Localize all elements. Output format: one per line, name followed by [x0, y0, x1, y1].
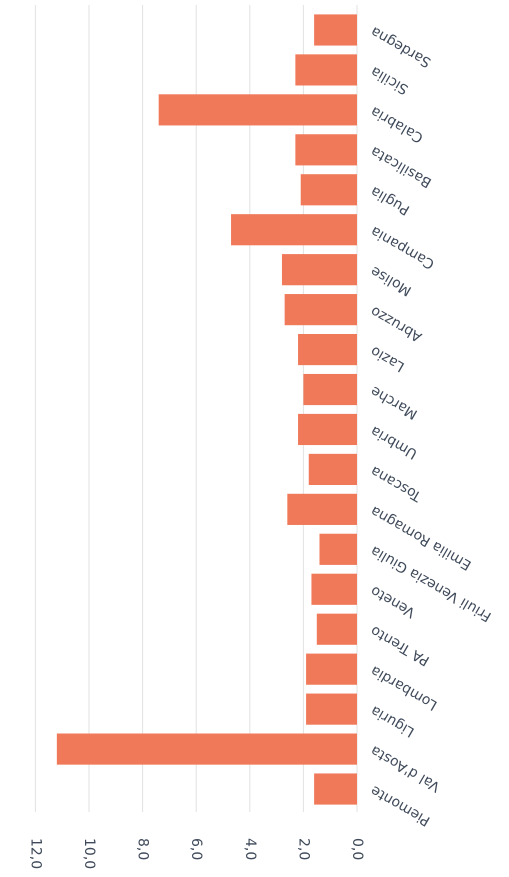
axis-tick-label: 0,0: [349, 838, 365, 860]
bar: [287, 493, 357, 525]
category-label: Marche: [368, 383, 420, 423]
category-label: Lazio: [368, 343, 407, 375]
gridlines: [34, 5, 358, 812]
category-label: Puglia: [368, 183, 413, 218]
axis-tick-label: 4,0: [242, 838, 258, 860]
axis-tick-label: 8,0: [135, 838, 151, 860]
axis-tick-label: 10,0: [81, 838, 97, 869]
bar: [300, 174, 357, 206]
bar: [316, 613, 357, 645]
category-label: Veneto: [368, 582, 418, 620]
bar: [298, 413, 357, 446]
category-label: Basilicata: [368, 143, 434, 191]
category-label: Calabria: [368, 103, 426, 146]
category-label: Liguria: [368, 702, 417, 740]
bar: [306, 693, 357, 725]
category-label: Umbria: [368, 423, 420, 462]
category-label: Piemonte: [368, 782, 433, 829]
bar: [298, 333, 357, 366]
category-label: Molise: [368, 263, 414, 299]
bars: [56, 14, 358, 805]
category-label: Sicilia: [368, 63, 411, 97]
bar: [306, 653, 357, 685]
bar: [56, 733, 358, 765]
category-label: Abruzzo: [368, 303, 425, 345]
bar: [281, 254, 357, 286]
bar: [308, 453, 357, 486]
bar: [295, 134, 357, 166]
axis-tick-label: 2,0: [295, 838, 311, 860]
bar: [314, 14, 357, 46]
bar: [311, 573, 357, 605]
bar: [284, 294, 357, 326]
bar: [295, 54, 357, 86]
bar: [319, 533, 357, 565]
category-label: Friuli Venezia Giulia: [368, 542, 494, 624]
bar: [158, 94, 357, 126]
category-label: PA Trento: [368, 622, 432, 668]
bar: [314, 773, 357, 805]
bar: [303, 373, 357, 406]
category-label: Sardegna: [368, 23, 434, 70]
bar: [231, 214, 357, 246]
axis-tick-label: 6,0: [188, 838, 204, 860]
axis-tick-label: 12,0: [27, 838, 43, 869]
category-label: Toscana: [368, 462, 425, 504]
value-axis-ticks: 0,0 2,0 4,0 6,0 8,0 10,0 12,0: [27, 838, 365, 869]
